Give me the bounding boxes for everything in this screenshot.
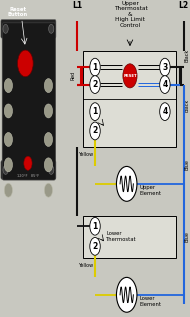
FancyBboxPatch shape [2, 23, 55, 180]
Text: Blue: Blue [185, 231, 190, 243]
Circle shape [49, 24, 54, 33]
Text: Blue: Blue [185, 159, 190, 170]
Text: Upper
Element: Upper Element [140, 185, 162, 196]
Circle shape [90, 237, 100, 255]
Text: L1: L1 [72, 1, 82, 10]
Text: 120°F   85°F: 120°F 85°F [17, 173, 39, 178]
Text: 2: 2 [92, 126, 98, 135]
Text: Lower
Element: Lower Element [140, 296, 162, 307]
Text: 2: 2 [92, 80, 98, 89]
Circle shape [4, 79, 13, 93]
Circle shape [160, 76, 170, 94]
Circle shape [90, 76, 100, 94]
FancyBboxPatch shape [1, 20, 56, 38]
Circle shape [44, 104, 53, 118]
Text: RESET: RESET [123, 74, 137, 78]
Circle shape [90, 58, 100, 76]
Circle shape [44, 183, 53, 197]
Text: Red: Red [70, 71, 75, 81]
Bar [83, 51, 176, 147]
Text: 2: 2 [92, 242, 98, 251]
Circle shape [24, 156, 32, 170]
Circle shape [3, 165, 8, 174]
Text: Black: Black [185, 99, 190, 112]
Text: L2: L2 [178, 1, 189, 10]
Text: 1: 1 [92, 63, 98, 72]
Circle shape [4, 133, 13, 146]
Circle shape [116, 166, 137, 201]
Circle shape [4, 183, 13, 197]
Circle shape [3, 24, 8, 33]
Circle shape [123, 64, 137, 88]
Text: 1: 1 [92, 107, 98, 116]
Text: Yellow: Yellow [78, 263, 93, 268]
Circle shape [44, 158, 53, 172]
Circle shape [49, 165, 54, 174]
Text: Reset
Button: Reset Button [7, 7, 28, 17]
Text: 4: 4 [162, 80, 168, 89]
Circle shape [116, 277, 137, 312]
Text: Lower
Thermostat: Lower Thermostat [106, 231, 137, 242]
Text: Yellow: Yellow [78, 152, 93, 157]
Circle shape [4, 104, 13, 118]
Circle shape [90, 103, 100, 120]
Text: 1: 1 [92, 222, 98, 231]
Circle shape [160, 103, 170, 120]
FancyBboxPatch shape [1, 161, 56, 179]
Text: Black: Black [185, 49, 190, 62]
Circle shape [160, 58, 170, 76]
Circle shape [44, 79, 53, 93]
Circle shape [90, 122, 100, 140]
Circle shape [90, 217, 100, 235]
Bar [83, 216, 176, 258]
Circle shape [44, 133, 53, 146]
Circle shape [17, 50, 33, 77]
Text: 4: 4 [162, 107, 168, 116]
Text: Upper
Thermostat
&
High Limit
Control: Upper Thermostat & High Limit Control [114, 1, 147, 28]
Text: 3: 3 [162, 63, 168, 72]
Circle shape [4, 158, 13, 172]
